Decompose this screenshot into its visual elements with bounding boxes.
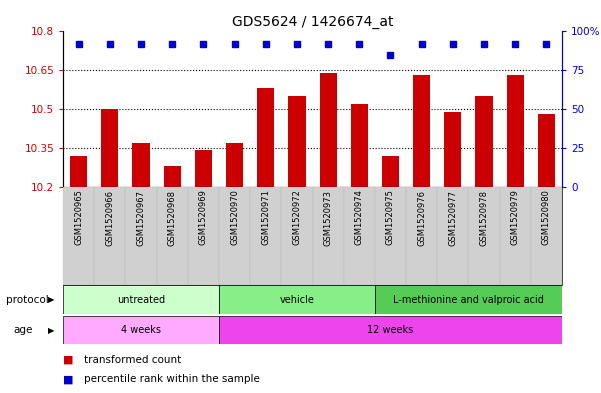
Text: GSM1520975: GSM1520975	[386, 189, 395, 246]
Bar	[344, 187, 375, 285]
Text: GSM1520966: GSM1520966	[105, 189, 114, 246]
Bar	[375, 187, 406, 285]
Text: ▶: ▶	[48, 326, 55, 334]
Text: GSM1520979: GSM1520979	[511, 189, 520, 246]
Text: vehicle: vehicle	[279, 295, 314, 305]
Bar	[382, 156, 399, 187]
Bar	[351, 104, 368, 187]
Bar	[195, 151, 212, 187]
Bar	[313, 187, 344, 285]
Text: age: age	[14, 325, 33, 335]
Text: GSM1520972: GSM1520972	[293, 189, 302, 246]
Text: GSM1520976: GSM1520976	[417, 189, 426, 246]
Bar	[413, 75, 430, 187]
Text: GSM1520977: GSM1520977	[448, 189, 457, 246]
Bar	[288, 96, 305, 187]
Text: ▶: ▶	[48, 295, 55, 304]
Bar	[257, 88, 274, 187]
Text: ■: ■	[63, 354, 73, 365]
Bar	[444, 112, 462, 187]
Bar	[70, 156, 87, 187]
Bar	[63, 187, 94, 285]
Text: GSM1520973: GSM1520973	[323, 189, 332, 246]
Bar	[63, 316, 219, 344]
Bar	[499, 187, 531, 285]
Text: GSM1520980: GSM1520980	[542, 189, 551, 246]
Text: GSM1520969: GSM1520969	[199, 189, 208, 246]
Text: GSM1520974: GSM1520974	[355, 189, 364, 246]
Bar	[438, 187, 468, 285]
Title: GDS5624 / 1426674_at: GDS5624 / 1426674_at	[232, 15, 393, 29]
Text: untreated: untreated	[117, 295, 165, 305]
Bar	[188, 187, 219, 285]
Bar	[475, 96, 493, 187]
Text: 4 weeks: 4 weeks	[121, 325, 161, 335]
Bar	[406, 187, 438, 285]
Bar	[102, 109, 118, 187]
Bar	[538, 114, 555, 187]
Text: percentile rank within the sample: percentile rank within the sample	[84, 374, 260, 384]
Text: ■: ■	[63, 374, 73, 384]
Bar	[226, 143, 243, 187]
Bar	[320, 73, 337, 187]
Bar	[219, 187, 250, 285]
Bar	[126, 187, 157, 285]
Bar	[507, 75, 523, 187]
Text: 12 weeks: 12 weeks	[367, 325, 413, 335]
Text: GSM1520967: GSM1520967	[136, 189, 145, 246]
Bar	[63, 285, 219, 314]
Text: GSM1520978: GSM1520978	[480, 189, 489, 246]
Text: L-methionine and valproic acid: L-methionine and valproic acid	[393, 295, 544, 305]
Bar	[250, 187, 281, 285]
Bar	[219, 285, 375, 314]
Bar	[163, 166, 181, 187]
Text: GSM1520970: GSM1520970	[230, 189, 239, 246]
Bar	[94, 187, 126, 285]
Text: GSM1520965: GSM1520965	[74, 189, 83, 246]
Text: protocol: protocol	[6, 295, 49, 305]
Text: transformed count: transformed count	[84, 354, 182, 365]
Bar	[531, 187, 562, 285]
Bar	[375, 285, 562, 314]
Bar	[219, 316, 562, 344]
Bar	[132, 143, 150, 187]
Bar	[281, 187, 313, 285]
Bar	[468, 187, 499, 285]
Text: GSM1520971: GSM1520971	[261, 189, 270, 246]
Text: GSM1520968: GSM1520968	[168, 189, 177, 246]
Bar	[157, 187, 188, 285]
